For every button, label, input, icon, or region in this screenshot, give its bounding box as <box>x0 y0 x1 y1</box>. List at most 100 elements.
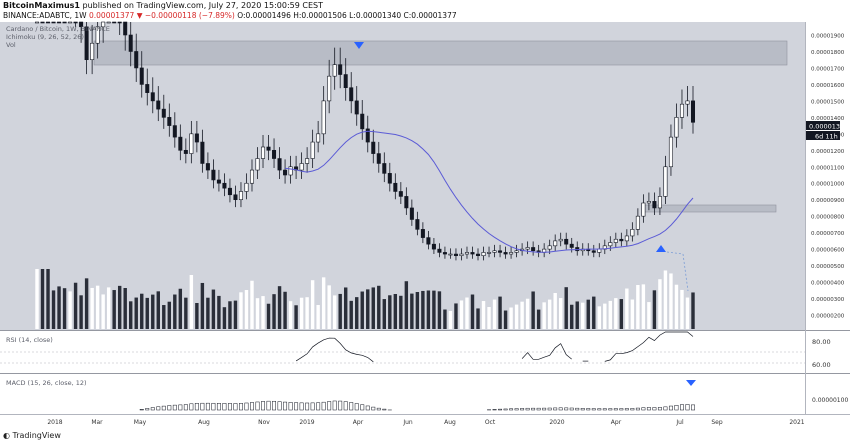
candle-body <box>156 100 161 110</box>
volume-bar <box>51 290 56 329</box>
candle-body <box>608 242 613 247</box>
volume-bar <box>112 290 116 329</box>
resistance-zone[interactable] <box>93 40 788 66</box>
candle-body <box>398 191 403 197</box>
volume-bar <box>101 294 105 329</box>
macd-bar <box>338 400 343 411</box>
volume-bar <box>40 269 45 329</box>
volume-bar <box>195 303 199 329</box>
volume-bar <box>79 295 83 329</box>
macd-bar <box>498 408 503 411</box>
macd-bar <box>255 401 260 411</box>
volume-bar <box>310 280 315 329</box>
volume-bar <box>691 292 695 329</box>
support-zone[interactable] <box>642 204 777 213</box>
ohlc-values: O:0.00001496 H:0.00001506 L:0.00001340 C… <box>237 11 457 20</box>
candle-body <box>101 21 106 28</box>
macd-bar <box>205 402 210 411</box>
candle-body <box>200 141 205 164</box>
candle-body <box>68 21 73 24</box>
time-axis-ticks: 2018 Mar May Aug Nov 2019 Apr Jun Aug Oct 2020 Apr J… <box>47 419 804 426</box>
indicator-title[interactable]: Cardano / Bitcoin, 1W, BINANCE <box>6 25 110 33</box>
candle-body <box>470 252 475 255</box>
volume-bar <box>586 299 590 329</box>
volume-bar <box>178 288 183 329</box>
indicator-macd[interactable]: MACD (15, 26, close, 12) <box>6 379 87 387</box>
candle-body <box>668 136 673 168</box>
price-tick-label: 0.00001100 <box>811 165 845 171</box>
price-tick-label: 0.00001400 <box>811 116 845 122</box>
indicator-rsi[interactable]: RSI (14, close) <box>6 336 53 344</box>
volume-bar <box>106 287 111 329</box>
macd-bar <box>343 401 348 411</box>
logo-text: TradingView <box>12 431 61 440</box>
macd-marker-icon <box>686 380 696 386</box>
candle-body <box>393 182 398 192</box>
time-tick-label: Jun <box>402 419 413 426</box>
volume-bar <box>410 293 414 329</box>
volume-bar <box>73 282 78 329</box>
macd-bar <box>580 408 585 411</box>
volume-bar <box>536 309 541 329</box>
candlesticks <box>34 21 696 261</box>
candle-body <box>172 125 177 138</box>
macd-bar <box>189 403 194 411</box>
volume-bar <box>217 295 221 329</box>
candle-body <box>233 194 238 201</box>
macd-bar <box>635 407 640 411</box>
candle-body <box>46 21 51 24</box>
price-tick-label: 0.00001700 <box>811 66 845 72</box>
volume-bar <box>669 273 673 329</box>
macd-bar <box>641 407 646 411</box>
volume-bar <box>355 297 359 329</box>
volume-bar <box>465 297 469 329</box>
indicator-ichimoku[interactable]: Ichimoku (9, 26, 52, 26) <box>6 33 84 41</box>
candle-body <box>349 87 354 102</box>
volume-bar <box>84 278 89 329</box>
rsi-line <box>604 331 694 362</box>
candle-body <box>591 250 596 253</box>
volume-bar <box>145 297 149 329</box>
volume-bar <box>553 293 557 329</box>
volume-bar <box>305 297 309 329</box>
time-tick-label: Apr <box>353 419 364 426</box>
candle-body <box>498 250 503 253</box>
macd-bar <box>492 409 497 411</box>
macd-bar <box>211 402 216 411</box>
price-tick-label: 0.00000800 <box>811 215 845 221</box>
macd-bar <box>591 408 596 411</box>
macd-bar <box>564 407 569 411</box>
macd-bar <box>310 402 315 411</box>
macd-bar <box>608 408 613 411</box>
author-name[interactable]: BitcoinMaximus1 <box>3 1 80 10</box>
volume-bar <box>520 301 524 329</box>
macd-bar <box>288 402 293 411</box>
candle-body <box>613 238 618 243</box>
time-tick-label: 2019 <box>299 419 314 426</box>
candle-body <box>205 163 210 171</box>
volume-bar <box>377 285 381 329</box>
candle-body <box>685 100 690 105</box>
volume-bar <box>481 301 486 329</box>
volume-bar <box>327 285 331 329</box>
ichimoku-line[interactable] <box>285 130 694 253</box>
volume-bar <box>597 306 601 329</box>
candle-body <box>409 207 414 220</box>
price-tick-label: 0.00001800 <box>811 50 845 56</box>
macd-bar <box>376 407 381 411</box>
candle-body <box>277 158 282 171</box>
main-pane-background <box>0 22 805 330</box>
macd-bar <box>547 407 552 411</box>
candle-body <box>189 133 194 154</box>
indicator-vol[interactable]: Vol <box>6 41 16 49</box>
candle-body <box>553 240 558 247</box>
candle-body <box>167 117 172 126</box>
candle-body <box>343 74 348 89</box>
tradingview-logo[interactable]: ◐ TradingView <box>3 431 61 440</box>
volume-bar <box>525 298 530 329</box>
macd-bar <box>244 402 249 411</box>
volume-bar <box>184 297 188 329</box>
macd-bar <box>525 407 530 411</box>
macd-bar <box>167 405 172 411</box>
